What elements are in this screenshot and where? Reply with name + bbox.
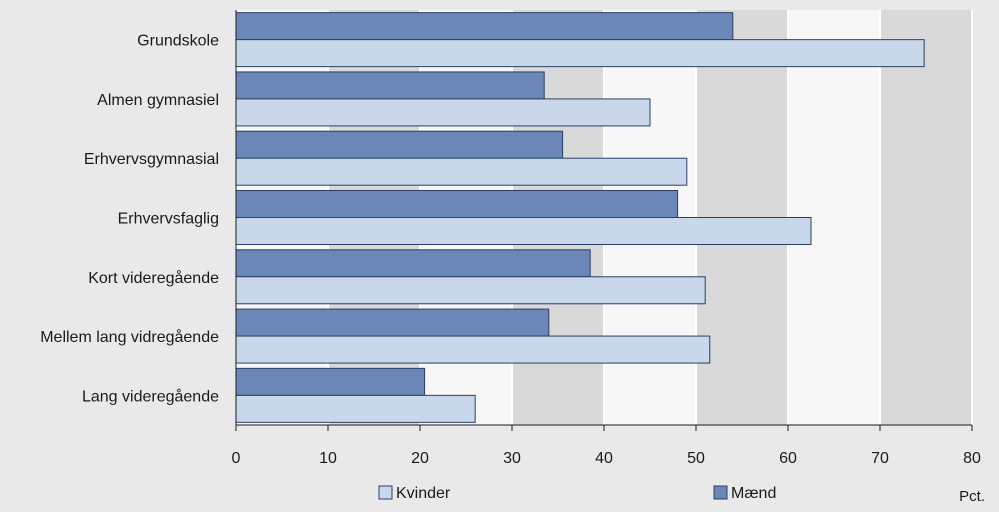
x-tick-label: 40 [595,450,613,467]
legend-swatch [378,485,393,500]
legend-label: Mænd [731,485,776,502]
plot-band [880,10,972,425]
x-tick-label: 60 [779,450,797,467]
bar-maend [235,249,591,278]
x-tick-label: 80 [963,450,981,467]
bar-maend [235,71,545,100]
bar-maend [235,130,564,159]
legend-swatch [713,485,728,500]
bar-maend [235,308,550,337]
x-tick-label: 0 [232,450,241,467]
bar-kvinder [235,217,812,245]
bar-maend [235,190,679,218]
bar-kvinder [235,335,711,364]
unit-label: Pct. [959,488,985,505]
category-label: Erhvervsfaglig [118,211,219,228]
category-label: Grundskole [137,33,219,50]
bar-kvinder [235,98,651,127]
category-label: Erhvervsgymnasial [84,151,219,168]
category-label: Kort videregående [88,269,219,287]
x-axis: 0 10 20 30 40 50 60 70 80 [232,10,981,467]
bar-kvinder [235,157,688,186]
x-tick-label: 20 [411,450,429,467]
category-label: Almen gymnasiel [97,92,219,109]
x-tick-label: 30 [503,450,521,467]
bar-maend [235,12,734,41]
x-tick-label: 10 [319,450,337,467]
bar-maend [235,367,426,396]
category-label: Mellem lang vidregående [40,328,219,346]
category-label: Lang videregående [82,387,219,405]
bar-kvinder [235,276,706,305]
x-tick-label: 70 [871,450,889,467]
category-labels: Grundskole Almen gymnasiel Erhvervsgymnasi… [40,33,219,406]
x-tick-label: 50 [687,450,705,467]
legend-label: Kvinder [396,485,451,502]
bar-kvinder [235,394,476,423]
legend: Kvinder Mænd [378,485,776,502]
bars [235,12,925,423]
bar-kvinder [235,39,925,68]
